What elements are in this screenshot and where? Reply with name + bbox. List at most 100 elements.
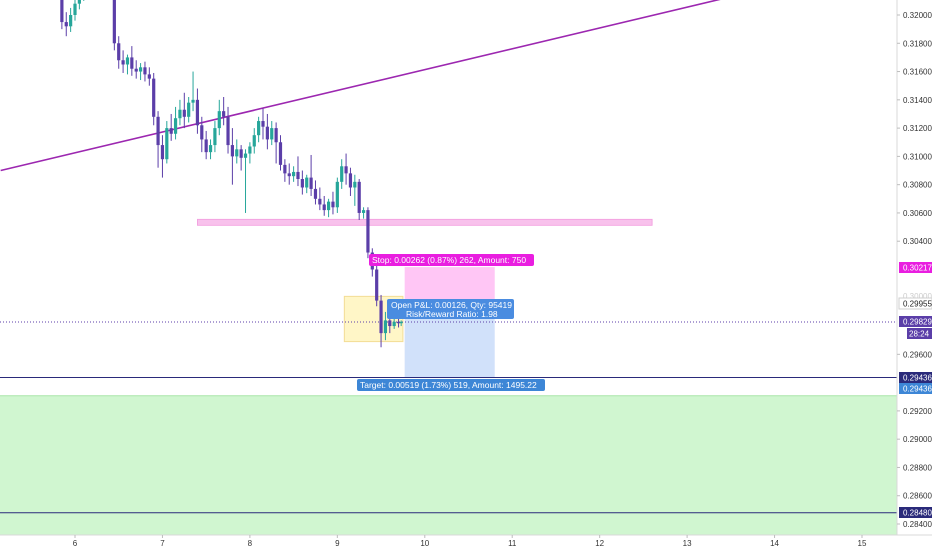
candle-37: [230, 128, 234, 185]
risk-reward-label: Risk/Reward Ratio: 1.98: [406, 309, 498, 319]
candle-51: [292, 166, 296, 182]
candle-19: [152, 72, 156, 126]
y-tick-label-0: 0.32000: [903, 11, 932, 20]
x-tick-label-6: 12: [595, 539, 604, 548]
candle-body: [344, 166, 348, 174]
candle-body: [230, 145, 234, 157]
stop-label: Stop: 0.00262 (0.87%) 262, Amount: 750: [372, 255, 526, 265]
candle-body: [64, 22, 68, 27]
candle-body: [335, 181, 339, 208]
x-tick-label-7: 13: [683, 539, 692, 548]
candle-54: [305, 174, 309, 194]
candle-13: [125, 54, 130, 75]
candle-body: [383, 320, 388, 334]
x-tick-label-4: 10: [420, 539, 429, 548]
candle-61: [335, 177, 339, 213]
candle-body: [318, 198, 322, 205]
trendline-layer: [0, 0, 721, 172]
y-tick-label-10: 0.29200: [903, 407, 932, 416]
candle-body: [187, 102, 191, 117]
candle-12: [121, 50, 125, 73]
candle-body: [257, 121, 261, 136]
candle-64: [348, 167, 353, 196]
resistance-zone-layer: [197, 218, 653, 226]
candle-body: [296, 171, 300, 180]
candle-27: [187, 97, 191, 123]
candle-46: [270, 121, 274, 146]
candle-44: [261, 108, 265, 140]
entry-price-tag: 0.29955: [903, 300, 932, 309]
candle-body: [331, 201, 335, 208]
candle-59: [326, 198, 331, 218]
target-price-tag-box-1: [899, 372, 932, 383]
candle-body: [169, 128, 173, 134]
candle-body: [130, 57, 134, 69]
candle-38: [235, 139, 239, 164]
candle-body: [134, 68, 138, 72]
candle-body: [252, 135, 256, 147]
candle-body: [322, 204, 326, 211]
candle-body: [73, 3, 77, 16]
candle-body: [117, 43, 121, 61]
y-tick-label-13: 0.28600: [903, 492, 932, 501]
entry-price-tag-box: [898, 297, 932, 310]
candle-40: [243, 149, 248, 213]
candle-60: [331, 191, 335, 215]
candle-39: [239, 145, 243, 171]
candle-body: [121, 60, 125, 65]
candle-35: [222, 97, 226, 126]
candle-body: [248, 146, 252, 154]
candle-72: [383, 311, 388, 341]
candle-body: [283, 164, 287, 174]
candle-body: [165, 128, 169, 160]
candle-62: [340, 159, 344, 189]
x-tick-label-2: 8: [248, 539, 253, 548]
open-pl-label-box[interactable]: [387, 299, 514, 319]
candle-8: [77, 0, 81, 10]
x-tick-label-0: 6: [73, 539, 78, 548]
candle-body: [392, 321, 396, 327]
candle-76: [399, 320, 403, 327]
candle-body: [278, 142, 283, 165]
countdown-tag-box: [907, 328, 932, 339]
time-axis[interactable]: 6 7 8 9 10 11 12 13 14 15: [0, 534, 932, 548]
candle-48: [278, 135, 283, 171]
candle-body: [292, 171, 296, 177]
candle-31: [204, 130, 208, 160]
candle-42: [252, 128, 256, 154]
candle-body: [300, 179, 304, 188]
candle-7: [73, 0, 77, 21]
candle-71: [379, 294, 383, 348]
candle-body: [379, 300, 383, 334]
candle-body: [261, 121, 265, 127]
candle-70: [375, 262, 379, 307]
candle-body: [156, 116, 160, 146]
y-tick-label-5: 0.31000: [903, 152, 932, 161]
candle-55: [309, 154, 313, 196]
candle-65: [353, 174, 357, 206]
candle-41: [248, 142, 252, 164]
candle-21: [160, 135, 165, 178]
target-price-tag-2: 0.29436: [903, 385, 932, 394]
candle-body: [353, 181, 357, 188]
candle-14: [130, 46, 134, 76]
countdown-tag: 28:24: [909, 330, 930, 339]
stop-label-box[interactable]: [369, 254, 534, 266]
price-tags-layer: 0.30217 0.30000 0.29955 0.29829 28:24 0.…: [898, 262, 932, 518]
y-tick-label-7: 0.30600: [903, 209, 932, 218]
target-label-box[interactable]: [357, 379, 545, 391]
candle-22: [165, 121, 169, 164]
candle-body: [69, 15, 73, 27]
y-tick-label-14: 0.28400: [903, 520, 932, 529]
y-tick-label-6: 0.30800: [903, 181, 932, 190]
candle-body: [217, 111, 221, 129]
candle-body: [226, 116, 230, 146]
candle-32: [208, 139, 213, 160]
candle-body: [204, 139, 208, 153]
candle-34: [217, 99, 221, 136]
candle-66: [357, 179, 361, 221]
candle-body: [399, 321, 403, 324]
candle-body: [222, 111, 226, 117]
price-axis[interactable]: 0.32000 0.31800 0.31600 0.31400 0.31200 0.310…: [896, 0, 932, 535]
